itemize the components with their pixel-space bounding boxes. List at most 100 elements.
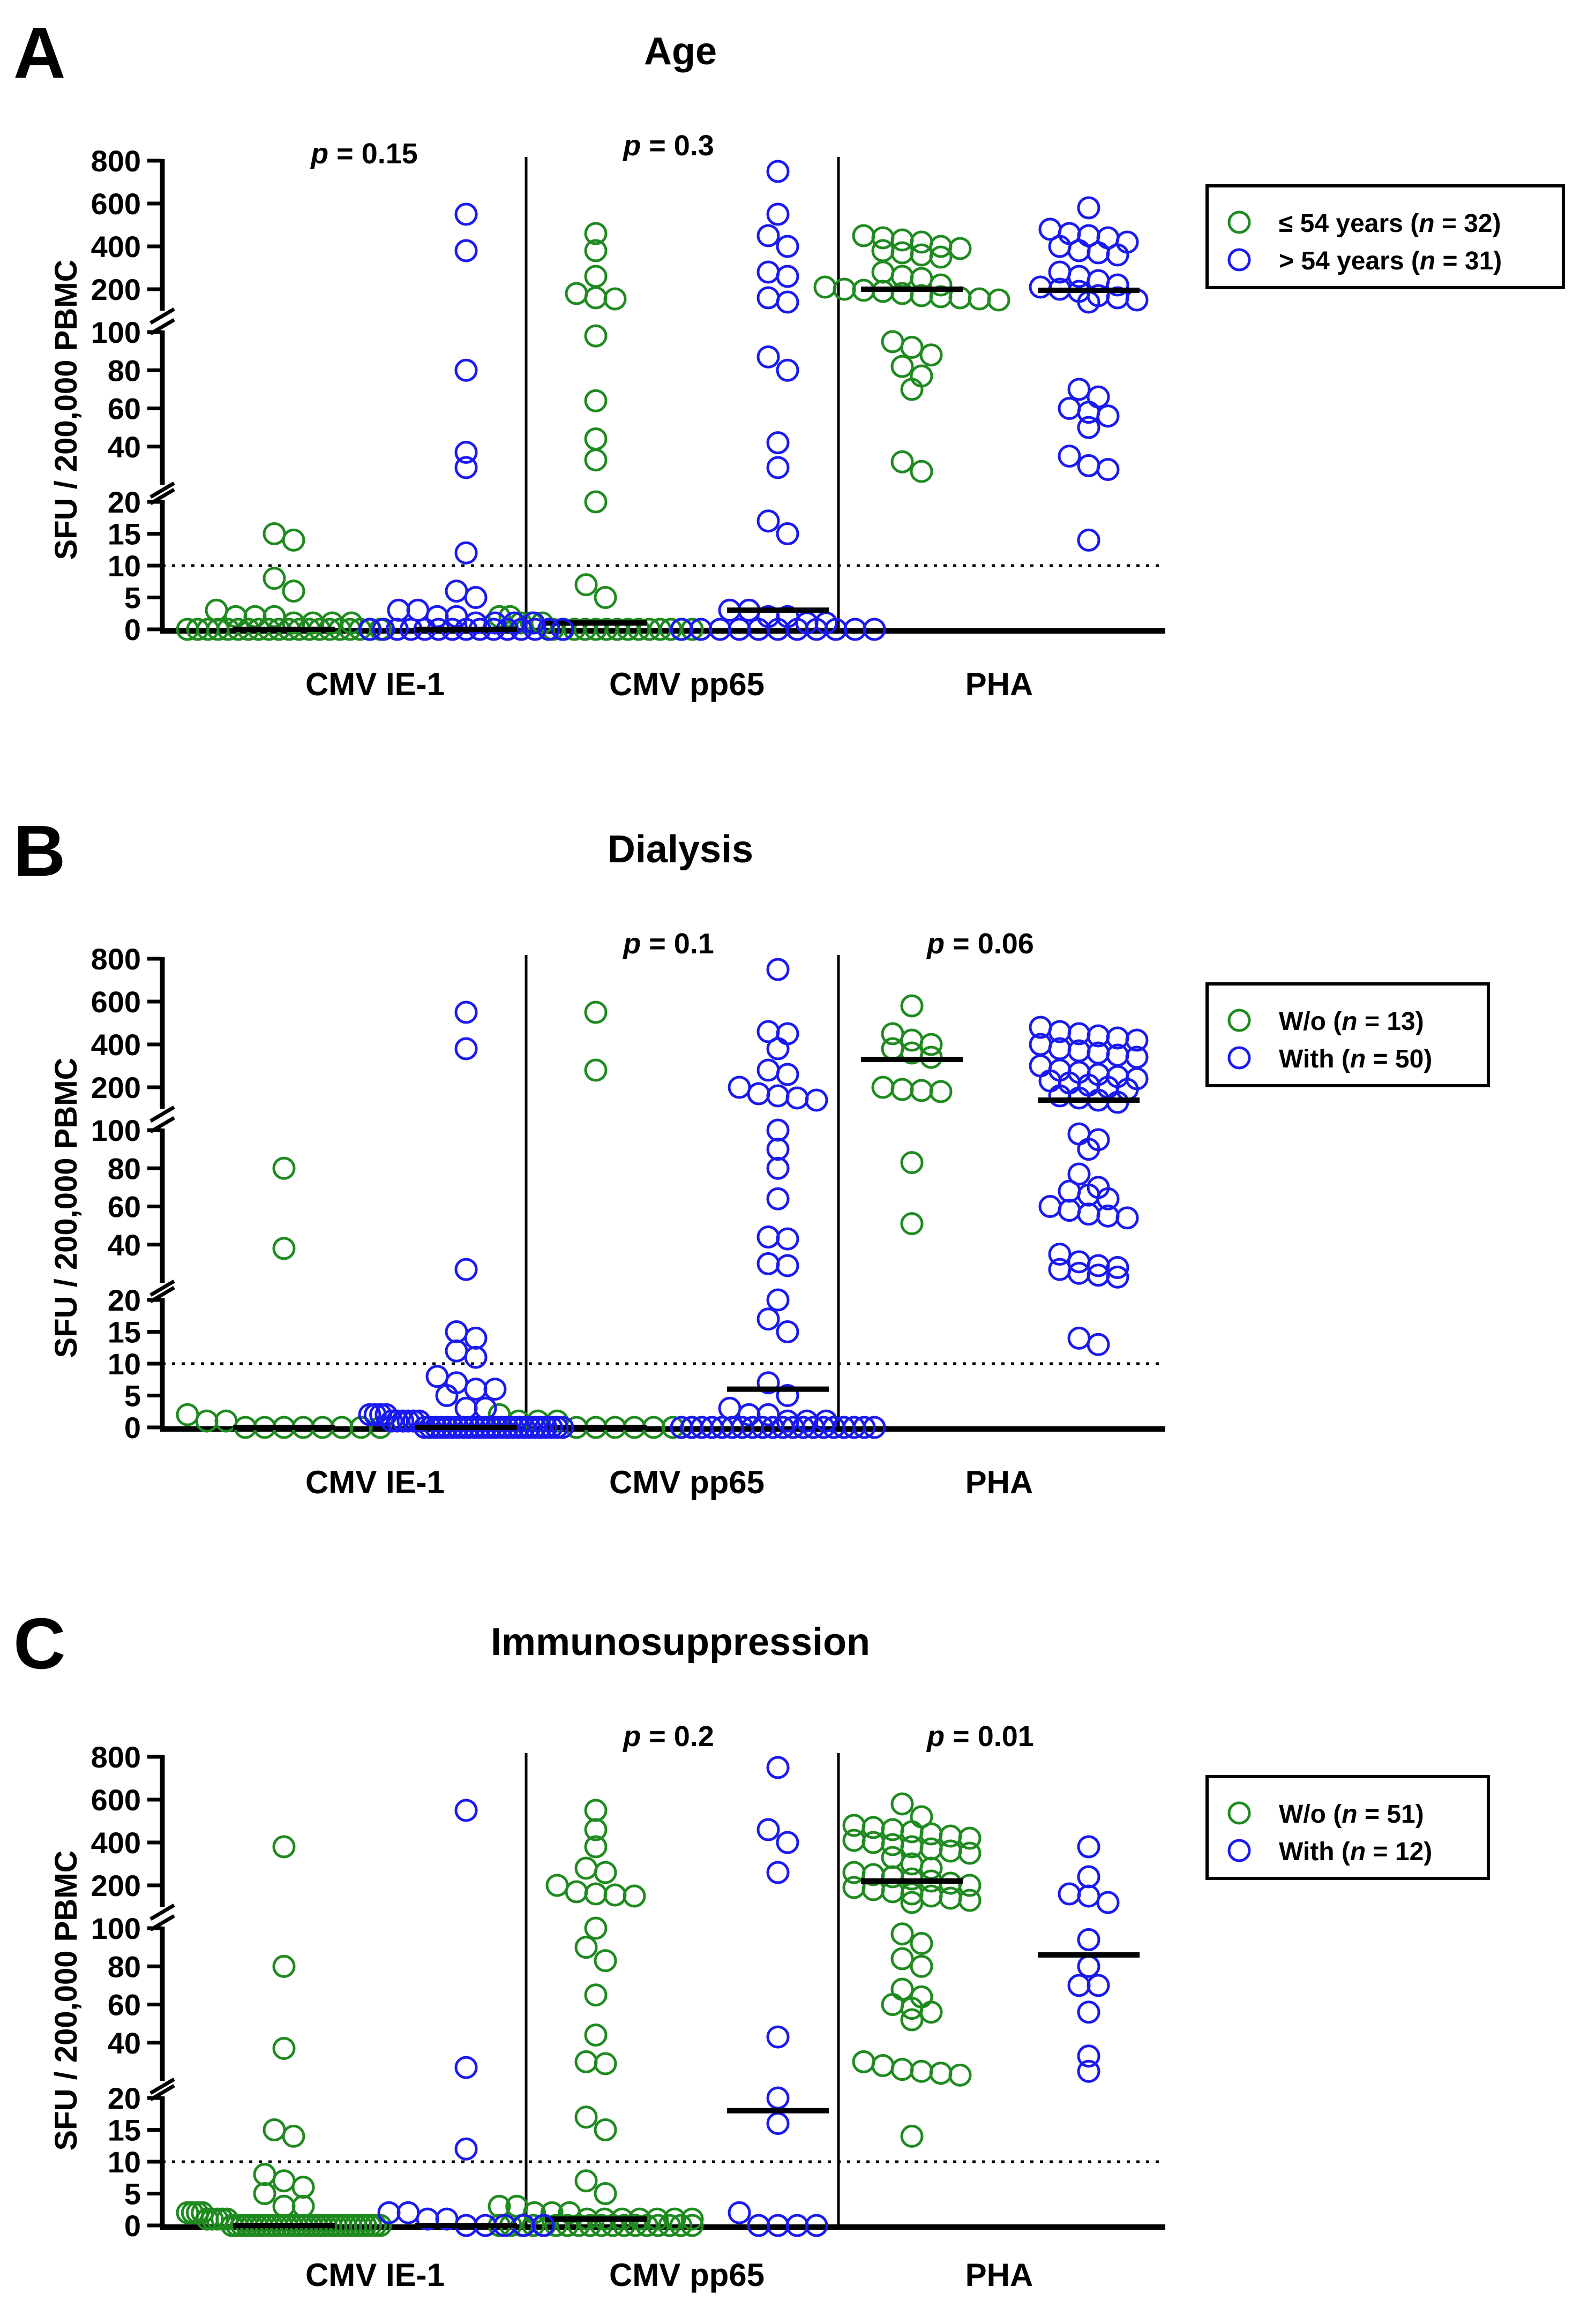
axis-break-mark (149, 1105, 175, 1123)
data-point (584, 222, 608, 245)
data-point (594, 2052, 617, 2075)
data-point (584, 448, 608, 472)
data-point (776, 1227, 799, 1251)
data-point (766, 1138, 790, 1161)
y-tick-label: 100 (91, 1114, 141, 1147)
data-point (406, 598, 430, 622)
y-tick-label: 5 (124, 2177, 141, 2211)
data-point (263, 567, 286, 590)
data-point (1077, 1928, 1100, 1951)
y-tick-label: 15 (108, 517, 141, 551)
data-point (282, 2124, 305, 2148)
data-point (1077, 1954, 1100, 1978)
data-point (1077, 2000, 1100, 2024)
data-point (718, 1396, 741, 1420)
data-point (1058, 1199, 1081, 1222)
y-tick-label: 600 (91, 1783, 141, 1817)
category-label: CMV IE-1 (305, 2257, 445, 2293)
p-value: p = 0.2 (622, 1720, 714, 1753)
data-point (584, 490, 608, 514)
data-point (766, 1288, 790, 1312)
panel-letter: B (13, 810, 66, 891)
panel-title: Age (644, 30, 717, 73)
axis-break-mark (149, 481, 175, 499)
data-point (747, 1082, 770, 1105)
data-point (756, 509, 780, 533)
data-point (584, 286, 608, 310)
legend-label: W/o (n = 13) (1279, 1007, 1424, 1036)
y-tick-label: 400 (91, 1826, 141, 1860)
data-point (1029, 1054, 1052, 1078)
category-label: PHA (965, 2257, 1033, 2293)
data-point (584, 1058, 608, 1082)
data-point (958, 1826, 982, 1850)
legend-marker (1227, 1046, 1251, 1070)
data-point (881, 1880, 904, 1904)
legend-marker (1227, 210, 1251, 234)
data-point (756, 286, 780, 310)
data-point (1067, 239, 1091, 262)
y-tick-label: 200 (91, 1869, 141, 1902)
data-point (910, 2059, 933, 2083)
y-tick-label: 600 (91, 187, 141, 221)
data-point (871, 260, 895, 284)
data-point (1087, 1974, 1110, 1997)
data-point (594, 2182, 617, 2205)
data-point (1067, 378, 1091, 401)
y-tick-label: 100 (91, 1912, 141, 1945)
y-tick-label: 80 (108, 1152, 141, 1185)
data-point (900, 2008, 924, 2032)
data-point (669, 2214, 693, 2237)
data-point (518, 1416, 541, 1439)
data-point (594, 2118, 617, 2141)
data-point (545, 1416, 569, 1439)
y-tick-label: 800 (91, 144, 141, 178)
data-point (862, 1831, 885, 1854)
y-tick-label: 800 (91, 942, 141, 976)
data-point (454, 1258, 478, 1281)
data-point (272, 2194, 296, 2218)
data-point (766, 2086, 790, 2110)
data-point (454, 440, 478, 464)
y-tick-label: 40 (108, 1228, 141, 1262)
data-point (612, 2214, 636, 2237)
y-tick-label: 600 (91, 985, 141, 1019)
data-point (291, 2194, 315, 2218)
data-point (1087, 385, 1110, 409)
data-point (1125, 1028, 1149, 1052)
y-tick-label: 800 (91, 1740, 141, 1774)
y-tick-label: 20 (108, 2081, 141, 2115)
data-point (565, 1880, 588, 1904)
y-tick-label: 15 (108, 2114, 141, 2147)
data-point (1087, 241, 1110, 265)
category-label: CMV pp65 (609, 1464, 765, 1500)
data-point (272, 2036, 296, 2060)
data-point (176, 1403, 199, 1426)
y-tick-label: 0 (124, 613, 141, 646)
data-point (646, 2214, 670, 2237)
data-point (756, 1058, 780, 1082)
data-point (282, 580, 305, 603)
data-point (900, 378, 924, 401)
data-point (1067, 1122, 1091, 1146)
data-point (1096, 1187, 1120, 1210)
legend-label: > 54 years (n = 31) (1279, 247, 1502, 275)
data-point (863, 618, 886, 641)
data-point (766, 1187, 790, 1210)
data-point (881, 1846, 904, 1869)
axis-break-mark (149, 307, 175, 325)
data-point (680, 618, 704, 641)
data-point (523, 1416, 547, 1439)
y-axis-label: SFU / 200,000 PBMC (49, 260, 84, 560)
data-point (776, 1831, 799, 1854)
data-point (910, 1954, 933, 1978)
panel-c: C Immunosuppression SFU / 200,000 PBMC C… (13, 1603, 1490, 2293)
axis-break-mark (149, 2077, 175, 2095)
data-point (910, 243, 933, 267)
data-point (890, 2058, 914, 2081)
data-point (1029, 275, 1052, 299)
y-axis-label: SFU / 200,000 PBMC (49, 1058, 84, 1358)
data-point (756, 1371, 780, 1395)
legend-box (1205, 184, 1565, 289)
data-point (766, 1861, 790, 1884)
